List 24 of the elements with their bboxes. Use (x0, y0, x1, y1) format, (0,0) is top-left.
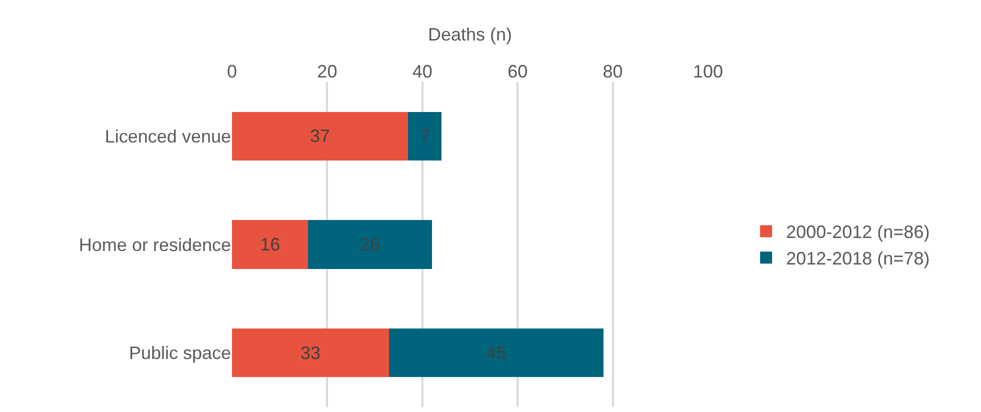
data-label: 16 (260, 234, 280, 255)
bar (232, 328, 390, 378)
bar (232, 112, 408, 161)
x-tick-label: 80 (602, 61, 623, 82)
x-tick-label: 100 (692, 61, 724, 82)
bar (232, 220, 308, 269)
x-tick-label: 60 (508, 61, 528, 82)
x-tick-label: 40 (412, 61, 432, 82)
x-tick-label: 0 (226, 61, 238, 82)
data-label: 7 (420, 126, 430, 146)
bar (408, 112, 442, 161)
x-axis-title: Deaths (n) (428, 24, 512, 45)
x-tick-label: 20 (317, 61, 338, 82)
data-label: 37 (310, 126, 330, 146)
bar (389, 328, 604, 378)
legend-label: 2000-2012 (n=86) (786, 222, 930, 242)
bar (308, 220, 432, 269)
y-tick-label: Home or residence (78, 234, 231, 255)
data-label: 45 (486, 342, 506, 363)
y-tick-label: Licenced venue (104, 126, 231, 146)
y-tick-label: Public space (128, 343, 231, 364)
data-label: 26 (360, 234, 380, 255)
data-label: 33 (300, 342, 321, 363)
legend-label: 2012-2018 (n=78) (786, 248, 930, 269)
